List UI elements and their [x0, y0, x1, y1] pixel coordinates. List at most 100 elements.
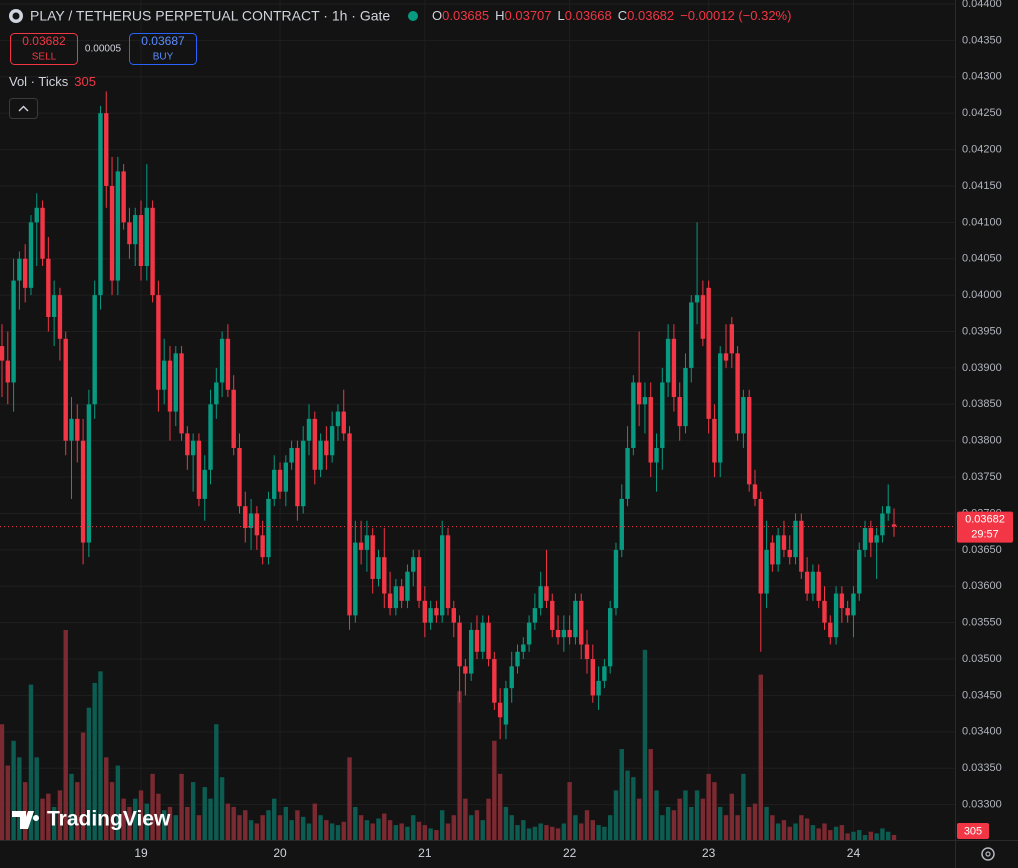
buy-button[interactable] [129, 33, 197, 65]
candle-body [434, 608, 439, 616]
volume-bar [677, 798, 682, 840]
candle-body [648, 397, 653, 463]
candle-body [613, 549, 619, 609]
candle-body [816, 571, 821, 601]
volume-bar [202, 787, 207, 840]
candle-body [544, 586, 549, 601]
candle-body [451, 608, 456, 623]
y-tick-label: 0.03950 [962, 325, 1002, 337]
candle-body [156, 295, 161, 390]
volume-bar [300, 816, 306, 840]
candle-body [289, 447, 294, 463]
volume-bar [497, 773, 503, 840]
sell-price: 0.03682 [22, 34, 66, 48]
volume-bar [306, 823, 312, 840]
candle-body [144, 207, 150, 267]
volume-bar [787, 826, 792, 840]
volume-bar [260, 815, 265, 840]
candle-body [660, 382, 665, 448]
volume-bar [729, 793, 735, 840]
candle-body [173, 353, 178, 412]
volume-bar [631, 777, 636, 840]
candle-body [387, 593, 393, 609]
volume-bar [393, 825, 399, 840]
collapse-button[interactable] [9, 98, 38, 119]
volume-title-text: Vol · Ticks [9, 74, 69, 89]
candle-body [746, 397, 752, 485]
volume-bar [0, 724, 5, 840]
volume-bar [289, 820, 294, 840]
candle-body [521, 644, 526, 652]
candle-body [729, 324, 735, 354]
volume-bar [190, 782, 196, 840]
candle-body [382, 557, 387, 594]
candle-body [75, 418, 80, 441]
volume-bar [295, 810, 300, 840]
candle-body [231, 389, 236, 448]
sell-button[interactable] [10, 33, 78, 65]
candle-body [127, 222, 132, 245]
candle-body [98, 113, 103, 296]
ohlc-label: C [618, 8, 627, 23]
candle-body [254, 513, 260, 536]
y-tick-label: 0.04150 [962, 180, 1002, 192]
volume-bar [46, 793, 51, 840]
y-tick-label: 0.04000 [962, 289, 1002, 301]
candle-body [497, 702, 503, 718]
volume-bar [706, 773, 711, 840]
volume-bar [648, 749, 653, 840]
volume-bar [735, 815, 740, 840]
volume-bar [526, 828, 532, 840]
candle-body [862, 528, 868, 550]
candle-body [810, 571, 816, 594]
candle-body [92, 295, 97, 405]
candle-body [69, 418, 74, 441]
volume-bar [700, 798, 706, 840]
volume-bar [243, 810, 248, 840]
volume-bar [422, 825, 428, 840]
candle-body [364, 535, 370, 550]
x-tick-label: 23 [702, 846, 716, 860]
volume-bar [156, 793, 161, 840]
ohlc-label: L [558, 8, 565, 23]
candle-body [891, 524, 897, 527]
candle-body [793, 520, 798, 558]
ohlc-value: 0.03707 [505, 8, 552, 23]
volume-bar [324, 820, 329, 840]
candle-body [706, 287, 711, 419]
candle-body [306, 418, 312, 441]
volume-bar [718, 806, 723, 840]
buy-label: BUY [153, 52, 174, 63]
volume-bar [555, 828, 561, 840]
candle-body [880, 513, 885, 536]
candle-body [121, 171, 126, 223]
candle-body [480, 622, 485, 652]
settings-icon-center [985, 851, 991, 857]
volume-bar [764, 806, 769, 840]
y-tick-label: 0.03300 [962, 799, 1002, 811]
candle-body [735, 353, 740, 434]
candle-body [538, 586, 543, 609]
y-tick-label: 0.04400 [962, 0, 1002, 10]
volume-bar [416, 821, 422, 840]
candle-body [764, 549, 769, 594]
candle-body [868, 528, 874, 543]
candle-body [272, 469, 277, 499]
candle-layer [0, 91, 897, 740]
sell-label: SELL [32, 52, 57, 63]
symbol-title[interactable]: PLAY / TETHERUS PERPETUAL CONTRACT · 1h … [30, 8, 390, 24]
volume-bar [607, 815, 613, 840]
candle-body [416, 557, 422, 601]
volume-bar [694, 790, 700, 840]
volume-bar [376, 818, 381, 840]
candle-body [179, 353, 184, 434]
volume-bar [272, 798, 277, 840]
volume-bar [671, 810, 677, 840]
candle-body [358, 542, 364, 550]
settings-button[interactable] [981, 847, 995, 861]
volume-bar [127, 806, 132, 840]
volume-bar [828, 830, 833, 840]
x-tick-label: 24 [847, 846, 861, 860]
collapse-chevron [18, 105, 29, 112]
